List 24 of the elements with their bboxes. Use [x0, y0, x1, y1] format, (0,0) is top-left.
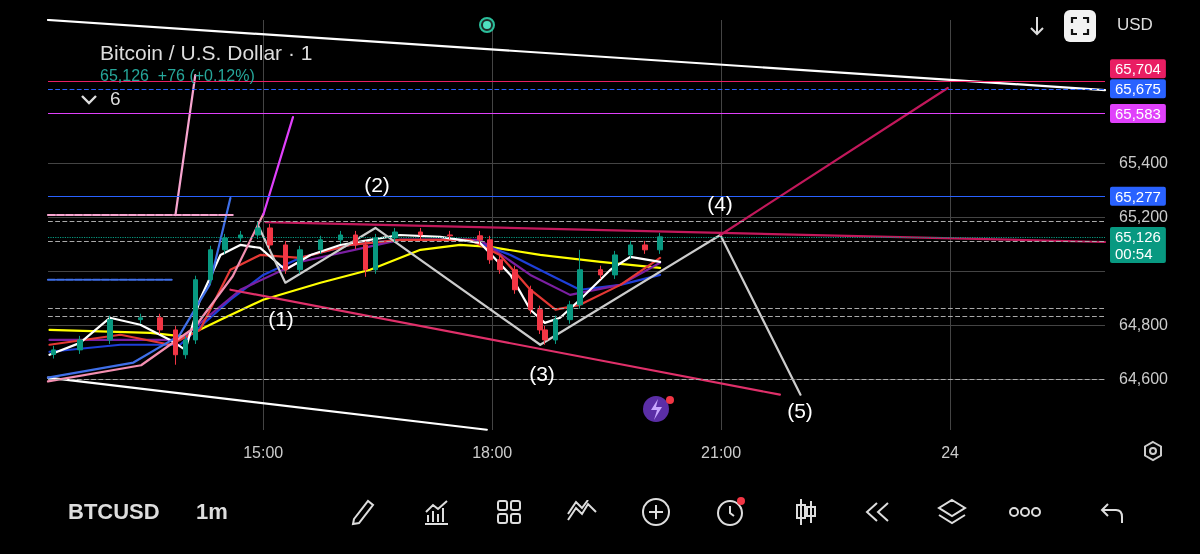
- annotation: 6: [110, 88, 121, 109]
- y-tick-label: 65,200: [1119, 208, 1169, 226]
- text: USD: [1117, 15, 1153, 34]
- annotation: (1): [268, 306, 294, 330]
- ref-line-label: 65,675: [1115, 80, 1161, 98]
- ref-line-label: 65,704: [1115, 60, 1161, 78]
- ref-line-label: 65,583: [1115, 105, 1161, 123]
- text: Bitcoin / U.S. Dollar · 1: [100, 41, 313, 64]
- ref-line-label: 65,277: [1115, 187, 1161, 205]
- annotation: (4): [707, 191, 733, 215]
- x-tick-label: 18:00: [472, 443, 513, 461]
- annotation: (2): [364, 172, 390, 196]
- annotation: (5): [787, 398, 813, 422]
- annotation: (3): [529, 361, 555, 385]
- y-tick-label: 64,600: [1119, 370, 1169, 388]
- text: BTCUSD: [68, 498, 160, 524]
- x-tick-label: 24: [941, 443, 960, 461]
- x-tick-label: 21:00: [701, 443, 742, 461]
- ref-line-label: 65,126 00:54: [1115, 227, 1161, 262]
- text: 65,126 +76 (+0.12%): [100, 66, 255, 84]
- y-tick-label: 64,800: [1119, 316, 1169, 334]
- text: 1m: [196, 498, 228, 524]
- y-tick-label: 65,400: [1119, 154, 1169, 172]
- x-tick-label: 15:00: [243, 443, 284, 461]
